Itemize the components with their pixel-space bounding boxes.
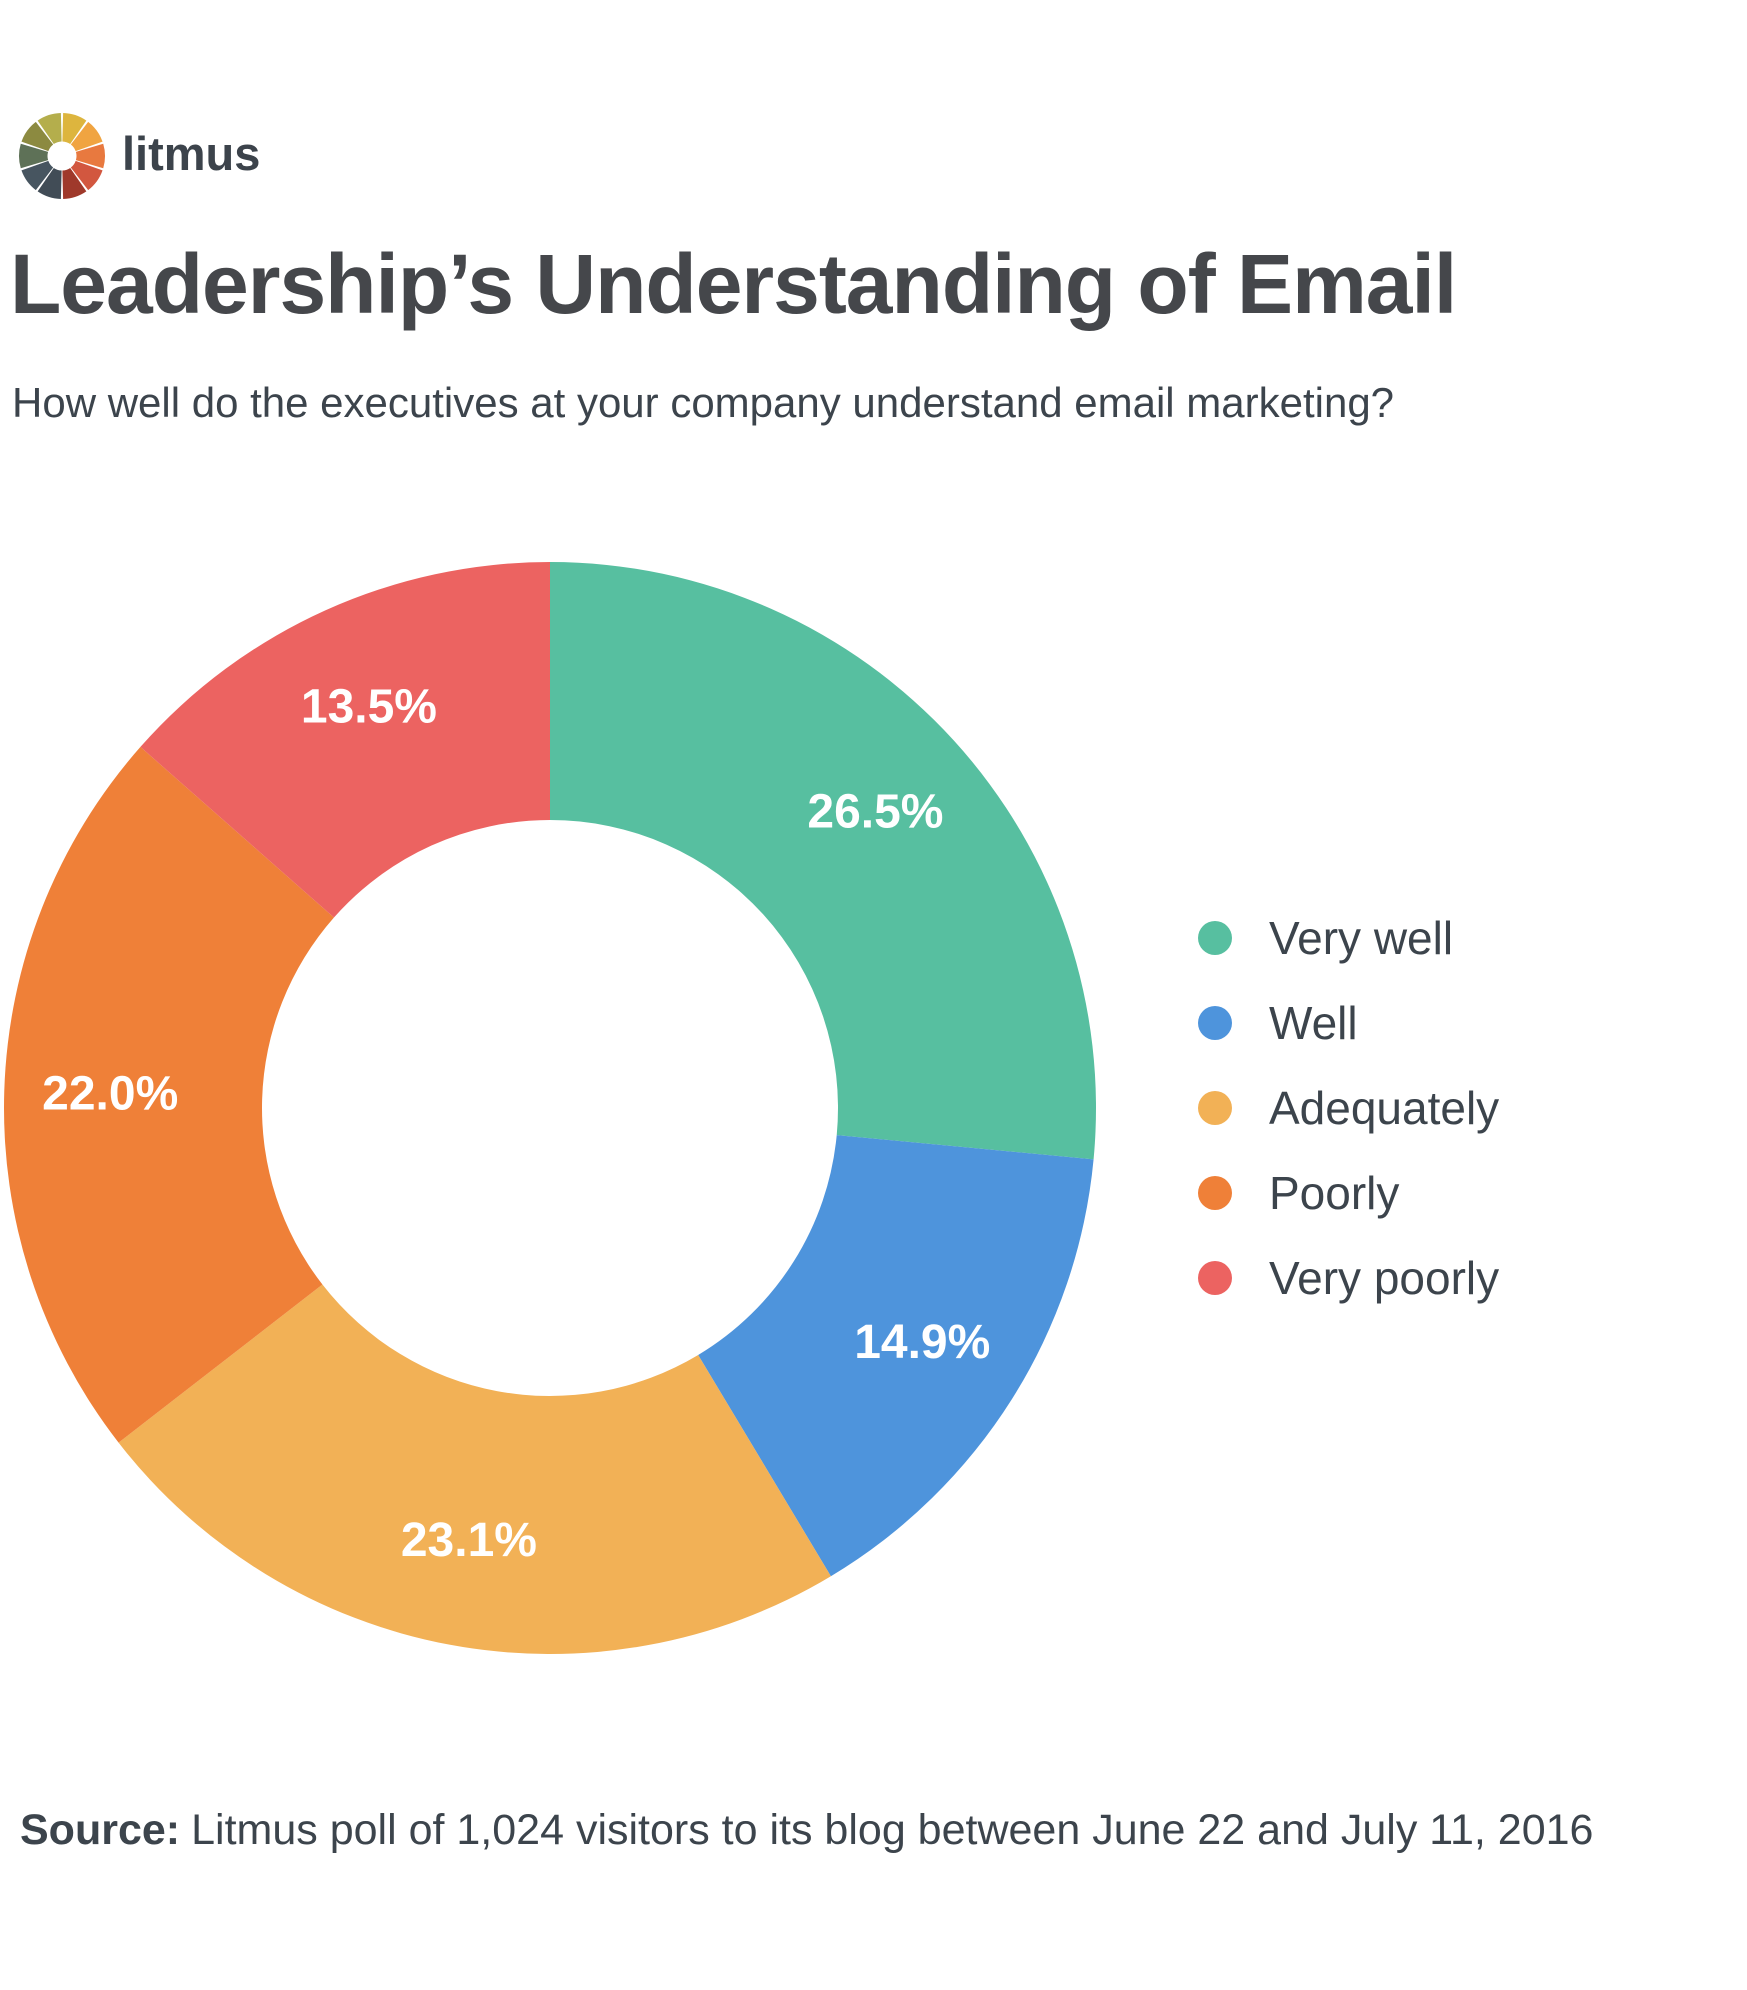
- legend-label: Very well: [1269, 912, 1454, 964]
- wheel-segment: [70, 121, 103, 152]
- donut-slice-adequately: [118, 1284, 831, 1654]
- slice-label: 13.5%: [301, 680, 437, 733]
- source-line: Source: Litmus poll of 1,024 visitors to …: [20, 1806, 1593, 1855]
- page-subtitle: How well do the executives at your compa…: [12, 379, 1395, 426]
- color-wheel-icon: [19, 113, 106, 199]
- slice-label: 26.5%: [807, 785, 943, 838]
- donut-slice-well: [698, 1135, 1094, 1577]
- wheel-segment: [37, 113, 62, 145]
- legend-swatch-icon: [1198, 1176, 1232, 1210]
- legend-swatch-icon: [1198, 921, 1232, 955]
- legend-item-adequately: Adequately: [1198, 1080, 1499, 1136]
- wheel-segment: [21, 160, 54, 191]
- litmus-logo: litmus: [18, 112, 260, 200]
- page-title: Leadership’s Understanding of Email: [10, 237, 1457, 331]
- source-label: Source:: [20, 1806, 181, 1854]
- legend-item-very-poorly: Very poorly: [1198, 1250, 1499, 1306]
- legend-label: Very poorly: [1269, 1252, 1500, 1304]
- wheel-segment: [62, 167, 87, 199]
- wheel-segment: [19, 143, 49, 169]
- legend-swatch-icon: [1198, 1091, 1232, 1125]
- donut-slice-very-well: [550, 562, 1096, 1160]
- legend-item-very-well: Very well: [1198, 910, 1499, 966]
- donut-slice-very-poorly: [140, 562, 550, 918]
- donut-slice-poorly: [4, 746, 334, 1443]
- wheel-segment: [37, 167, 62, 199]
- legend-item-poorly: Poorly: [1198, 1165, 1499, 1221]
- source-text: Litmus poll of 1,024 visitors to its blo…: [191, 1806, 1594, 1854]
- chart-legend: Very well Well Adequately Poorly Very poorly: [1198, 910, 1499, 1335]
- wheel-segment: [75, 143, 106, 169]
- wheel-segment: [21, 121, 54, 152]
- legend-swatch-icon: [1198, 1006, 1232, 1040]
- legend-label: Adequately: [1269, 1082, 1500, 1134]
- legend-swatch-icon: [1198, 1261, 1232, 1295]
- wheel-segment: [62, 113, 87, 145]
- slice-label: 22.0%: [42, 1068, 178, 1121]
- slice-label: 23.1%: [401, 1514, 537, 1567]
- legend-label: Poorly: [1269, 1167, 1400, 1219]
- litmus-wordmark: litmus: [122, 126, 261, 180]
- slice-label: 14.9%: [854, 1316, 990, 1369]
- legend-label: Well: [1269, 997, 1358, 1049]
- legend-item-well: Well: [1198, 995, 1499, 1051]
- wheel-segment: [70, 160, 103, 191]
